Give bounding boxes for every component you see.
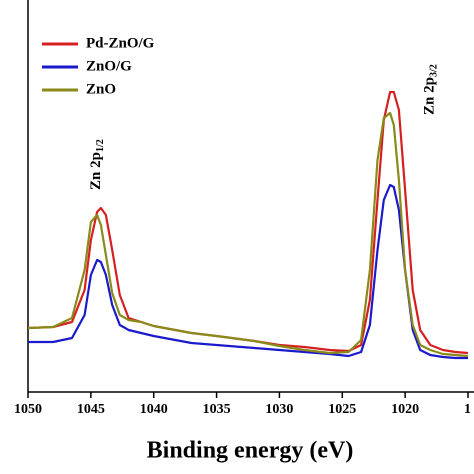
annotation-subscript: 3/2	[429, 64, 440, 77]
annotation-subscript: 1/2	[95, 139, 106, 152]
annotation: Zn 2p1/2	[89, 139, 107, 190]
legend-label: Pd-ZnO/G	[86, 35, 155, 51]
x-tick-label: 1045	[77, 402, 105, 417]
line-series	[27, 90, 469, 355]
x-tick-label: 1025	[328, 402, 356, 417]
x-tick-label: 1	[464, 402, 471, 417]
x-tick-label: 1030	[265, 402, 293, 417]
x-tick-label: 1050	[14, 402, 42, 417]
x-tick-label: 1040	[140, 402, 168, 417]
x-tick-label: 1035	[203, 402, 231, 417]
line-series	[27, 111, 469, 358]
x-axis-label: Binding energy (eV)	[147, 438, 354, 464]
x-tick-label: 1020	[391, 402, 419, 417]
legend-label: ZnO/G	[86, 58, 132, 74]
annotation-text: Zn 2p	[89, 152, 105, 190]
annotation: Zn 2p3/2	[422, 64, 440, 115]
legend-label: ZnO	[86, 81, 116, 97]
annotation-text: Zn 2p	[422, 77, 438, 115]
